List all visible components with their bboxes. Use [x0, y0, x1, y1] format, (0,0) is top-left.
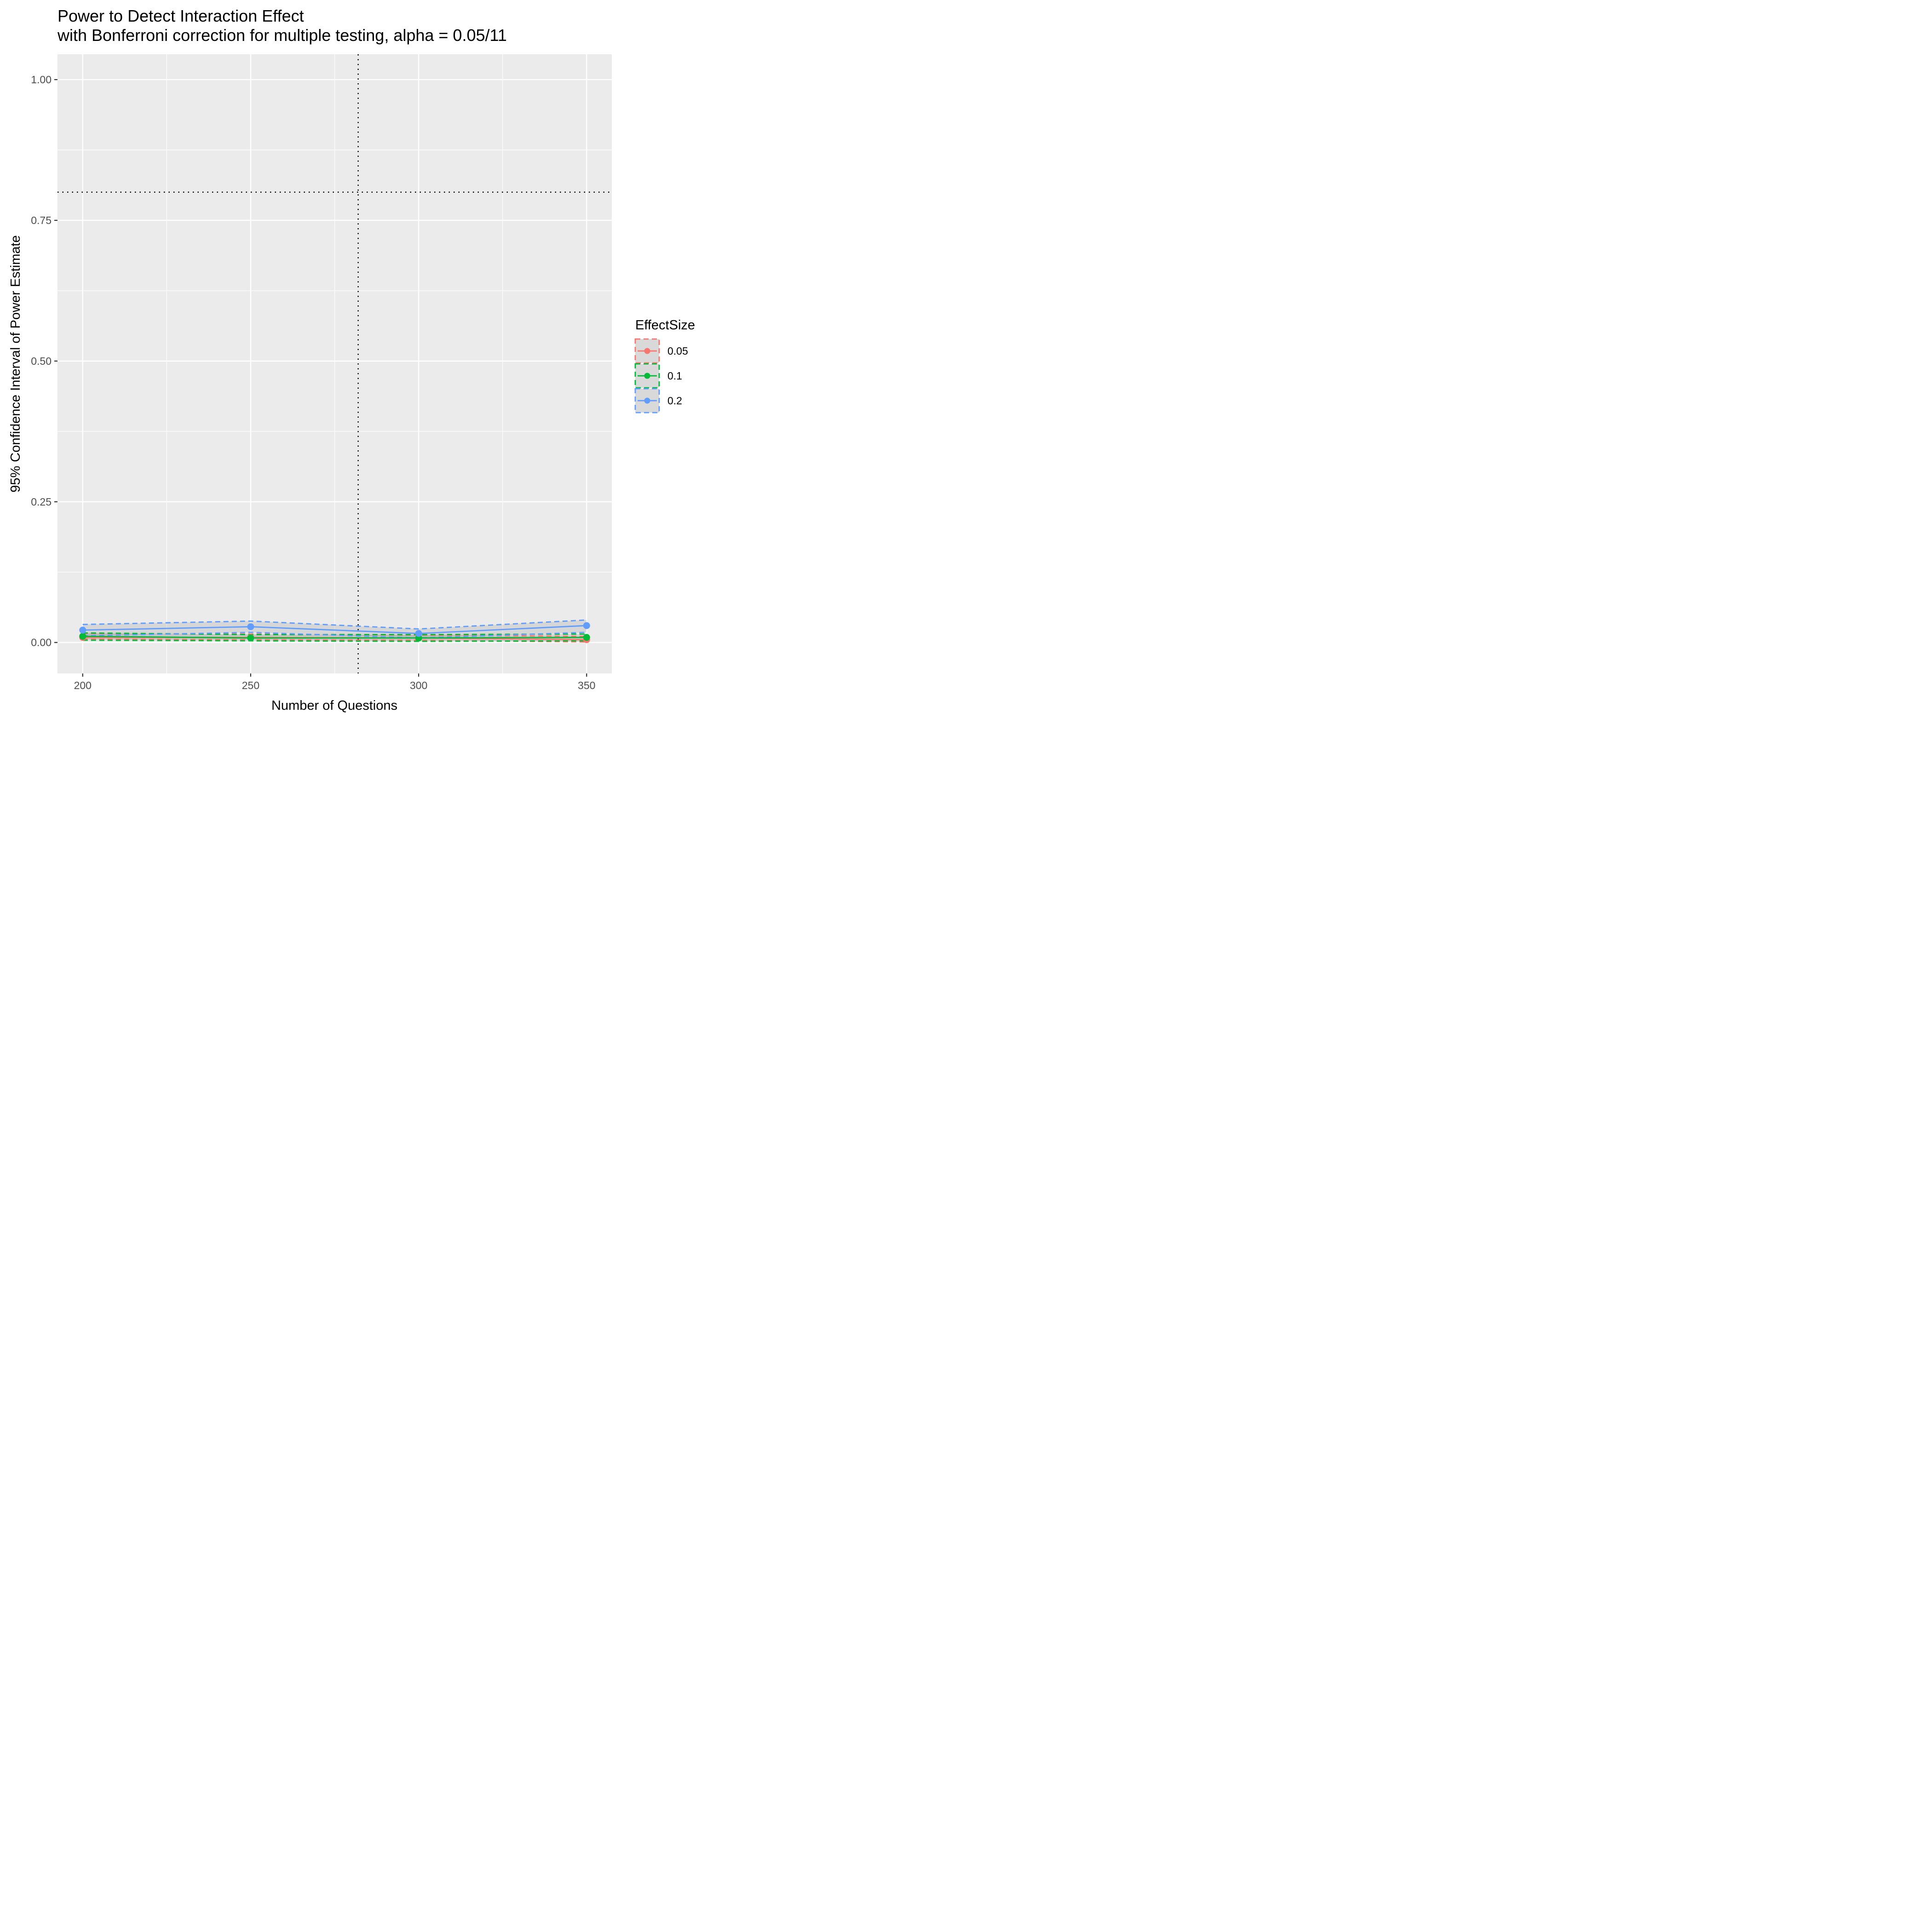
x-axis-title: Number of Questions — [271, 698, 397, 713]
reference-lines — [58, 54, 612, 673]
series-point — [79, 627, 86, 634]
series-point — [583, 622, 590, 629]
legend-key-point — [644, 348, 650, 354]
series-lower-bound-line — [82, 632, 587, 639]
y-tick-label: 1.00 — [31, 74, 52, 86]
series-lines — [82, 625, 587, 640]
legend-key-point — [644, 397, 650, 404]
x-tick-label: 300 — [410, 679, 427, 691]
series-points — [79, 622, 590, 644]
series-point — [79, 632, 86, 640]
series-line — [82, 625, 587, 634]
legend-label: 0.1 — [667, 370, 682, 382]
series-line — [82, 635, 587, 639]
axes: 200 250 300 350 0.00 0.25 0.50 0.75 1.00 — [31, 74, 595, 691]
y-tick-label: 0.75 — [31, 214, 52, 226]
series-point — [583, 634, 590, 641]
x-tick-label: 350 — [578, 679, 595, 691]
series-lower-bound-line — [82, 639, 587, 642]
chart-title: Power to Detect Interaction Effect — [58, 6, 304, 25]
series-lower-bound-line — [82, 638, 587, 643]
y-axis-title: 95% Confidence Interval of Power Estimat… — [8, 235, 23, 492]
legend-key-point — [644, 373, 650, 379]
x-tick-label: 250 — [242, 679, 259, 691]
legend: EffectSize 0.05 0.1 0.2 — [634, 318, 695, 414]
series-point — [247, 634, 254, 642]
legend-label: 0.2 — [667, 395, 682, 407]
y-tick-label: 0.00 — [31, 637, 52, 649]
series-point — [415, 630, 422, 637]
confidence-ribbon — [82, 620, 587, 638]
y-tick-label: 0.25 — [31, 496, 52, 508]
power-chart: Power to Detect Interaction Effect with … — [8, 6, 695, 713]
y-tick-label: 0.50 — [31, 355, 52, 367]
x-tick-label: 200 — [74, 679, 92, 691]
series-upper-bound-line — [82, 619, 587, 630]
legend-title: EffectSize — [635, 318, 695, 333]
legend-label: 0.05 — [667, 345, 688, 357]
grid-lines — [58, 54, 612, 673]
confidence-bound-lines — [82, 619, 587, 643]
series-point — [247, 623, 254, 630]
chart-subtitle: with Bonferroni correction for multiple … — [57, 26, 507, 45]
